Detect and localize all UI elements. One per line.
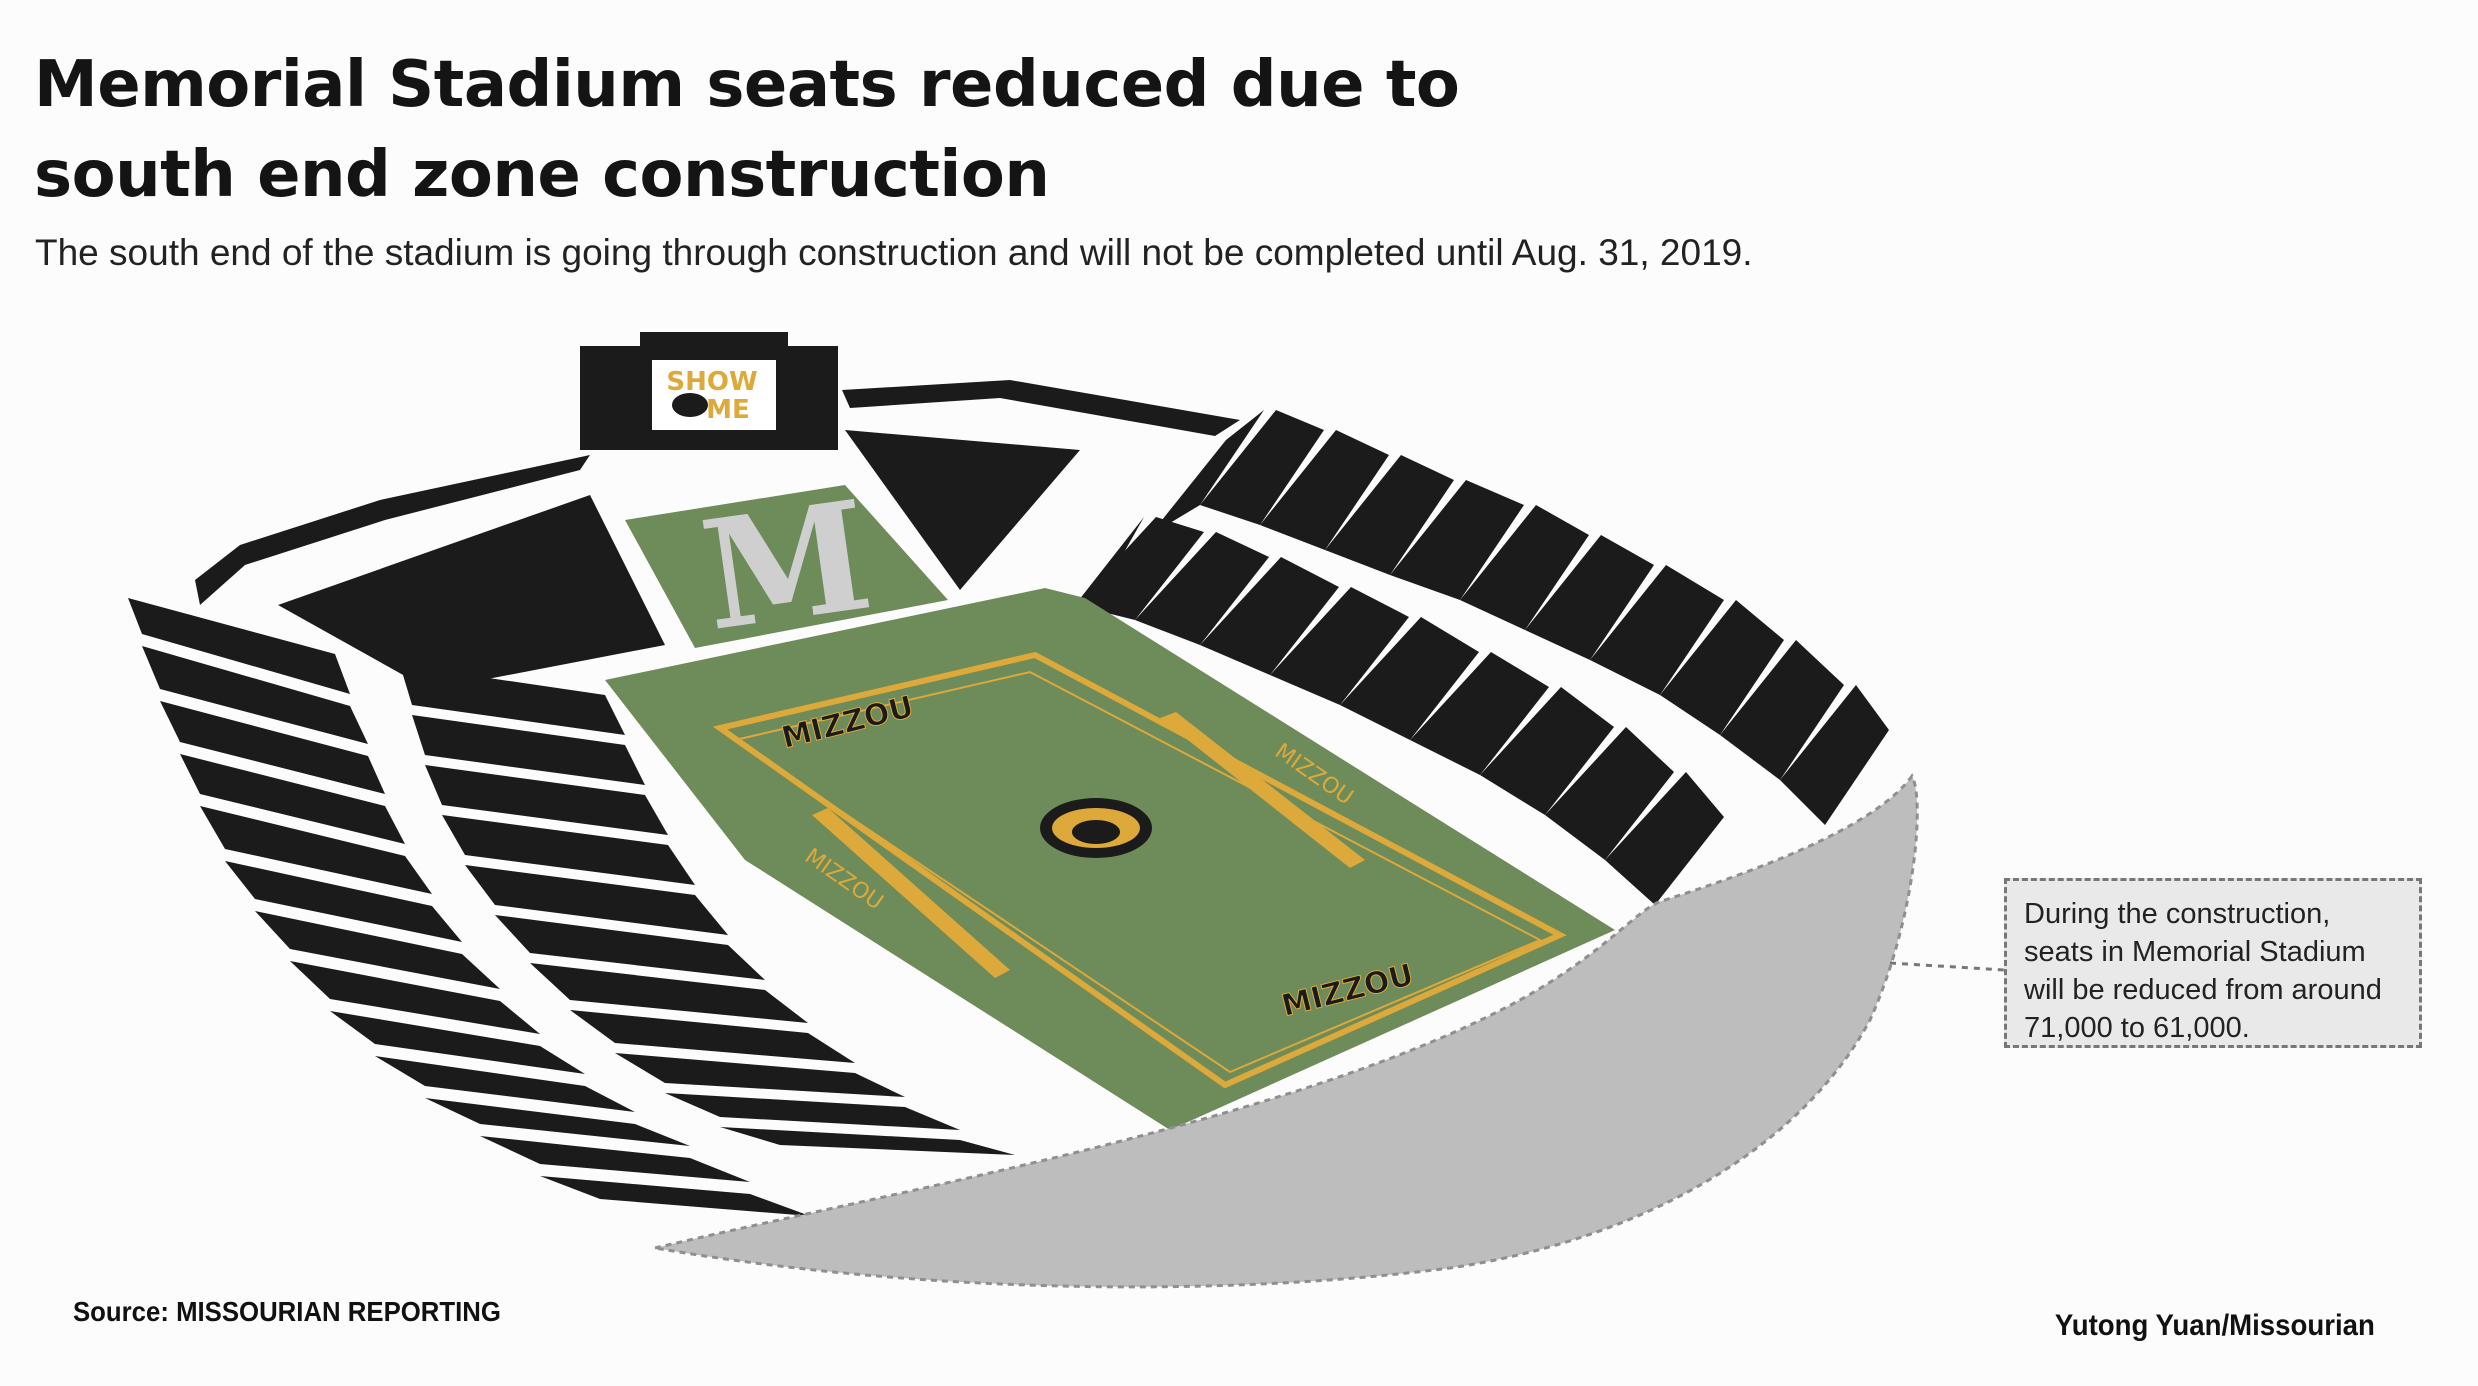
- west-upper-row: [160, 701, 385, 794]
- west-lower-row: [465, 865, 728, 935]
- west-upper-row: [540, 1176, 810, 1216]
- west-upper-row: [375, 1056, 635, 1112]
- tiger-head-icon: [672, 393, 708, 417]
- construction-callout: During the construction, seats in Memori…: [2004, 878, 2422, 1048]
- north-stands: [278, 430, 1080, 690]
- west-stands: [128, 598, 1015, 1216]
- north-upper-rim: [195, 380, 1240, 605]
- east-lower-block: [1200, 557, 1339, 675]
- west-lower-row: [615, 1053, 905, 1097]
- page-title: Memorial Stadium seats reduced due to so…: [34, 48, 1460, 212]
- east-upper-block: [1150, 410, 1264, 535]
- east-lower-block: [1135, 532, 1269, 645]
- south-construction-zone: [654, 773, 1919, 1289]
- east-lower-block: [1605, 772, 1724, 905]
- east-lower-block: [1480, 687, 1614, 815]
- east-lower-block: [1410, 652, 1549, 775]
- west-upper-row: [480, 1136, 750, 1182]
- scoreboard-line2: ME: [706, 395, 750, 425]
- west-upper-row: [142, 646, 368, 744]
- west-upper-row: [255, 911, 500, 989]
- east-lower-block: [1075, 517, 1204, 620]
- east-upper-block: [1325, 455, 1454, 575]
- callout-leader: [1889, 961, 2005, 972]
- west-lower-row: [412, 715, 645, 785]
- west-upper-row: [128, 598, 350, 694]
- source-note: Source: MISSOURIAN REPORTING: [73, 1296, 501, 1327]
- east-upper-block: [1590, 565, 1724, 695]
- west-upper-row: [425, 1098, 690, 1146]
- west-upper-row: [225, 861, 462, 942]
- east-upper-block: [1780, 685, 1889, 825]
- west-upper-row: [180, 754, 405, 844]
- west-lower-row: [530, 963, 808, 1023]
- east-upper-block: [1260, 430, 1389, 550]
- east-upper-block: [1660, 600, 1784, 735]
- east-stands: [1015, 410, 1889, 905]
- west-lower-row: [442, 815, 695, 885]
- east-upper-block: [1390, 480, 1524, 600]
- west-lower-row: [720, 1127, 1015, 1155]
- west-lower-row: [665, 1093, 960, 1130]
- west-lower-row: [495, 915, 765, 980]
- east-upper-block: [1200, 410, 1324, 525]
- west-upper-row: [330, 1011, 585, 1074]
- east-lower-block: [1545, 727, 1674, 860]
- east-upper-block: [1525, 535, 1654, 660]
- east-lower-block: [1270, 587, 1409, 705]
- east-lower-block: [1340, 617, 1479, 740]
- credit-line: Yutong Yuan/Missourian: [2054, 1309, 2375, 1342]
- west-upper-row: [200, 806, 432, 894]
- west-lower-row: [425, 765, 668, 835]
- west-upper-row: [290, 961, 540, 1034]
- west-lower-row: [570, 1010, 855, 1063]
- football-field: MIZZOU MIZZOU MIZZOU MIZZOU: [605, 588, 1615, 1130]
- west-lower-row: [400, 665, 625, 735]
- page-subtitle: The south end of the stadium is going th…: [35, 232, 1753, 273]
- scoreboard: SHOW ME: [580, 332, 838, 450]
- east-upper-block: [1460, 505, 1589, 630]
- east-upper-block: [1720, 640, 1844, 780]
- scoreboard-line1: SHOW: [666, 367, 757, 397]
